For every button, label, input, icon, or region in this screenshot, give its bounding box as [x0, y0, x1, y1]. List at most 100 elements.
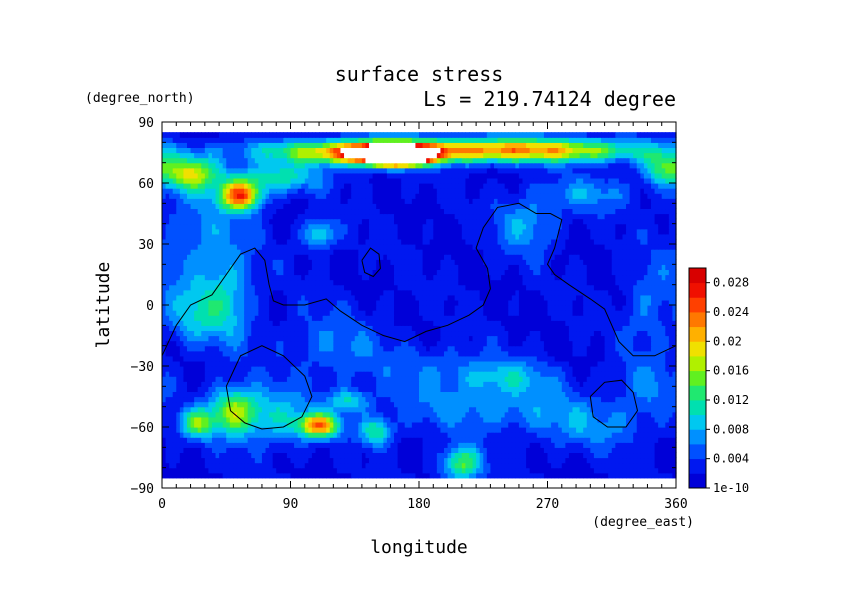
- heatmap-cell: [236, 452, 242, 459]
- heatmap-cell: [643, 442, 649, 448]
- heatmap-cell: [586, 350, 591, 357]
- heatmap-cell: [501, 371, 506, 377]
- heatmap-cell: [419, 432, 424, 438]
- heatmap-cell: [454, 432, 459, 438]
- heatmap-cell: [176, 421, 181, 428]
- heatmap-cell: [565, 371, 570, 377]
- heatmap-cell: [372, 315, 377, 321]
- heatmap-cell: [422, 381, 427, 387]
- heatmap-cell: [211, 366, 217, 372]
- heatmap-cell: [254, 386, 259, 393]
- heatmap-cell: [394, 325, 399, 332]
- heatmap-cell: [472, 366, 477, 372]
- heatmap-cell: [497, 411, 502, 418]
- heatmap-cell: [194, 396, 199, 403]
- heatmap-cell: [547, 350, 552, 357]
- heatmap-cell: [183, 452, 188, 459]
- heatmap-cell: [397, 320, 402, 326]
- heatmap-cell: [169, 391, 174, 398]
- heatmap-cell: [454, 360, 459, 367]
- heatmap-cell: [651, 462, 656, 469]
- heatmap-cell: [372, 427, 377, 433]
- heatmap-cell: [533, 305, 538, 311]
- heatmap-cell: [383, 472, 388, 479]
- heatmap-cell: [226, 472, 231, 479]
- heatmap-cell: [547, 391, 552, 398]
- heatmap-cell: [304, 320, 309, 326]
- heatmap-cell: [601, 340, 606, 347]
- heatmap-cell: [458, 320, 463, 326]
- heatmap-cell: [558, 310, 563, 316]
- heatmap-cell: [265, 325, 270, 332]
- heatmap-cell: [251, 381, 256, 387]
- heatmap-cell: [590, 447, 595, 454]
- heatmap-cell: [379, 442, 384, 448]
- heatmap-cell: [172, 310, 177, 316]
- heatmap-cell: [247, 371, 252, 377]
- heatmap-cell: [615, 432, 620, 438]
- heatmap-cell: [208, 401, 213, 408]
- heatmap-cell: [419, 381, 424, 387]
- heatmap-cell: [540, 376, 545, 382]
- heatmap-cell: [443, 472, 449, 479]
- heatmap-cell: [601, 350, 606, 357]
- heatmap-cell: [440, 462, 445, 469]
- heatmap-cell: [615, 310, 620, 316]
- heatmap-cell: [468, 411, 474, 418]
- heatmap-cell: [358, 381, 363, 387]
- heatmap-cell: [665, 401, 670, 408]
- heatmap-cell: [479, 350, 484, 357]
- heatmap-cell: [169, 472, 174, 479]
- heatmap-cell: [340, 345, 345, 352]
- heatmap-cell: [311, 371, 317, 377]
- heatmap-cell: [665, 371, 670, 377]
- heatmap-cell: [433, 462, 438, 469]
- heatmap-cell: [565, 457, 570, 464]
- heatmap-cell: [336, 442, 342, 448]
- heatmap-cell: [451, 325, 456, 332]
- heatmap-cell: [219, 376, 224, 382]
- heatmap-cell: [543, 462, 549, 469]
- heatmap-cell: [401, 421, 406, 428]
- heatmap-cell: [315, 345, 320, 352]
- heatmap-cell: [386, 386, 392, 393]
- heatmap-cell: [465, 406, 470, 413]
- heatmap-cell: [422, 355, 427, 362]
- heatmap-cell: [279, 432, 284, 438]
- heatmap-cell: [361, 366, 367, 372]
- heatmap-cell: [586, 427, 591, 433]
- heatmap-cell: [222, 452, 227, 459]
- heatmap-cell: [429, 427, 434, 433]
- heatmap-cell: [529, 355, 534, 362]
- heatmap-cell: [401, 437, 406, 443]
- heatmap-cell: [351, 406, 356, 413]
- heatmap-cell: [208, 381, 213, 387]
- heatmap-cell: [372, 457, 377, 464]
- heatmap-cell: [397, 406, 402, 413]
- heatmap-cell: [658, 457, 663, 464]
- heatmap-cell: [497, 391, 502, 398]
- heatmap-cell: [483, 350, 488, 357]
- heatmap-cell: [183, 427, 188, 433]
- heatmap-cell: [536, 360, 541, 367]
- heatmap-cell: [315, 330, 320, 337]
- heatmap-cell: [229, 467, 234, 474]
- heatmap-cell: [347, 427, 352, 433]
- heatmap-cell: [301, 447, 306, 454]
- heatmap-cell: [386, 467, 392, 474]
- heatmap-cell: [551, 381, 556, 387]
- heatmap-cell: [247, 345, 252, 352]
- heatmap-cell: [422, 310, 427, 316]
- heatmap-cell: [672, 406, 677, 413]
- heatmap-cell: [376, 360, 381, 367]
- heatmap-cell: [415, 432, 420, 438]
- heatmap-cell: [315, 320, 320, 326]
- heatmap-cell: [522, 442, 527, 448]
- heatmap-cell: [219, 472, 224, 479]
- heatmap-cell: [215, 335, 220, 342]
- heatmap-cell: [315, 457, 320, 464]
- heatmap-cell: [322, 447, 327, 454]
- heatmap-cell: [490, 411, 495, 418]
- heatmap-cell: [236, 381, 242, 387]
- heatmap-cell: [369, 345, 374, 352]
